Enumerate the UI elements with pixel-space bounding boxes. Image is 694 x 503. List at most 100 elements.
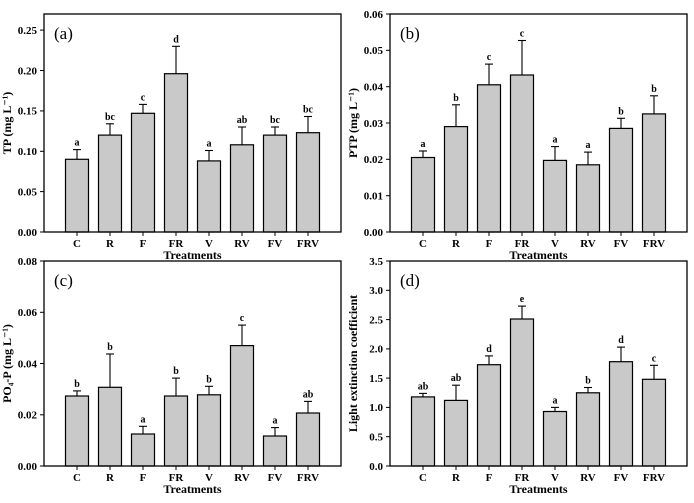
bar-group-C: ab C (410, 381, 436, 484)
sig-letter: d (486, 344, 492, 355)
y-tick-label: 3.5 (369, 256, 383, 268)
bar-group-FRV: b FRV (641, 84, 667, 250)
sig-letter: d (618, 335, 624, 346)
y-axis-title: PTP (mg L⁻¹) (346, 88, 360, 158)
x-tick-label: F (486, 472, 493, 484)
bar-group-R: ab R (443, 373, 469, 484)
x-axis-title: Treatments (163, 482, 222, 496)
bar (229, 345, 255, 467)
bar-group-V: aV (542, 135, 568, 250)
panel-label: (c) (54, 271, 73, 290)
bar-group-FR: b FR (163, 366, 189, 484)
panel-a-y-axis: 0.00 0.05 0.10 0.15 0.20 0.25 (18, 25, 44, 239)
sig-letter: c (520, 29, 525, 40)
bar-group-C: aC (64, 138, 90, 250)
y-tick-label: 1.0 (369, 402, 383, 414)
y-tick-label: 0.15 (18, 106, 38, 118)
bar-group-C: bC (64, 379, 90, 484)
bar (163, 73, 189, 233)
sig-letter: c (652, 353, 657, 364)
y-tick-label: 0.06 (18, 307, 38, 319)
x-tick-label: V (551, 238, 559, 250)
sig-letter: b (74, 379, 80, 390)
x-tick-label: FR (515, 238, 531, 250)
y-tick-label: 0.00 (18, 227, 38, 239)
y-tick-label: 0.20 (18, 65, 38, 77)
bar-group-F: cF (130, 92, 156, 250)
y-tick-label: 0.25 (18, 25, 38, 37)
y-tick-label: 0.01 (364, 191, 383, 203)
panel-c-y-axis: 0.00 0.02 0.04 0.06 0.08 (18, 256, 44, 473)
bar (196, 394, 222, 467)
sig-letter: b (107, 342, 113, 353)
y-tick-label: 0.00 (364, 227, 384, 239)
sig-letter: ab (418, 381, 429, 392)
x-tick-label: R (106, 472, 115, 484)
bar (542, 410, 568, 467)
bar (97, 134, 123, 233)
sig-letter: a (273, 416, 278, 427)
x-tick-label: FR (515, 472, 531, 484)
sig-letter: a (421, 139, 426, 150)
panel-b-y-axis: 0.00 0.01 0.02 0.03 0.04 0.05 0.06 (364, 9, 390, 239)
bar-group-R: bR (443, 93, 469, 250)
bar-group-F: cF (476, 52, 502, 250)
bar-group-V: aV (196, 139, 222, 250)
y-tick-label: 0.10 (18, 146, 38, 158)
x-tick-label: V (205, 472, 213, 484)
y-tick-label: 2.0 (369, 344, 383, 356)
x-tick-label: RV (580, 238, 596, 250)
bar-group-F: aF (130, 414, 156, 484)
bar-group-F: dF (476, 344, 502, 484)
bar-group-FV: b FV (608, 106, 634, 250)
y-axis-title: Light extinction coefficient (346, 295, 360, 432)
sig-letter: c (487, 52, 492, 63)
panel-a: aCbcRcFdFRaVabRVbcFVbcFRV0.000.050.100.1… (0, 13, 342, 262)
x-tick-label: R (106, 238, 115, 250)
sig-letter: c (141, 92, 146, 103)
y-tick-label: 0.05 (18, 186, 38, 198)
panel-d-y-axis: 0.0 0.5 1.0 1.5 2.0 2.5 3.0 3.5 (369, 256, 390, 473)
panel-b: aCbRcFcFRaVaRVbFVbFRV0.000.010.020.030.0… (346, 9, 688, 262)
bar-group-FV: d FV (608, 335, 634, 484)
bar (641, 378, 667, 467)
y-tick-label: 1.5 (369, 373, 383, 385)
bar (509, 74, 535, 233)
sig-letter: a (553, 135, 558, 146)
sig-letter: b (453, 93, 459, 104)
x-axis-title: Treatments (509, 482, 568, 496)
sig-letter: e (520, 294, 525, 305)
x-tick-label: RV (234, 238, 250, 250)
bar-group-FRV: ab FRV (295, 389, 321, 484)
x-tick-label: FV (614, 472, 629, 484)
x-tick-label: C (73, 472, 81, 484)
bar-group-FRV: c FRV (641, 353, 667, 484)
y-axis-title: TP (mg L⁻¹) (0, 92, 14, 155)
panel-label: (d) (400, 271, 420, 290)
sig-letter: ab (451, 373, 462, 384)
y-tick-label: 0.0 (369, 461, 383, 473)
bar (130, 112, 156, 233)
bar-group-V: bV (196, 374, 222, 484)
bar (295, 132, 321, 233)
plot-frame (389, 260, 688, 467)
sig-letter: b (206, 374, 212, 385)
x-tick-label: RV (580, 472, 596, 484)
y-tick-label: 3.0 (369, 285, 383, 297)
bar-group-FV: bc FV (262, 115, 288, 250)
bar (163, 395, 189, 467)
sig-letter: b (651, 84, 657, 95)
bar-group-FR: d FR (163, 34, 189, 250)
sig-letter: bc (303, 105, 314, 116)
bar (196, 160, 222, 233)
x-tick-label: C (419, 472, 427, 484)
y-axis-title: PO₄-P (mg L⁻¹) (0, 324, 14, 403)
bar-group-RV: a RV (575, 140, 601, 250)
bar (476, 364, 502, 467)
x-tick-label: RV (234, 472, 250, 484)
x-tick-label: FRV (297, 472, 319, 484)
x-tick-label: F (486, 238, 493, 250)
